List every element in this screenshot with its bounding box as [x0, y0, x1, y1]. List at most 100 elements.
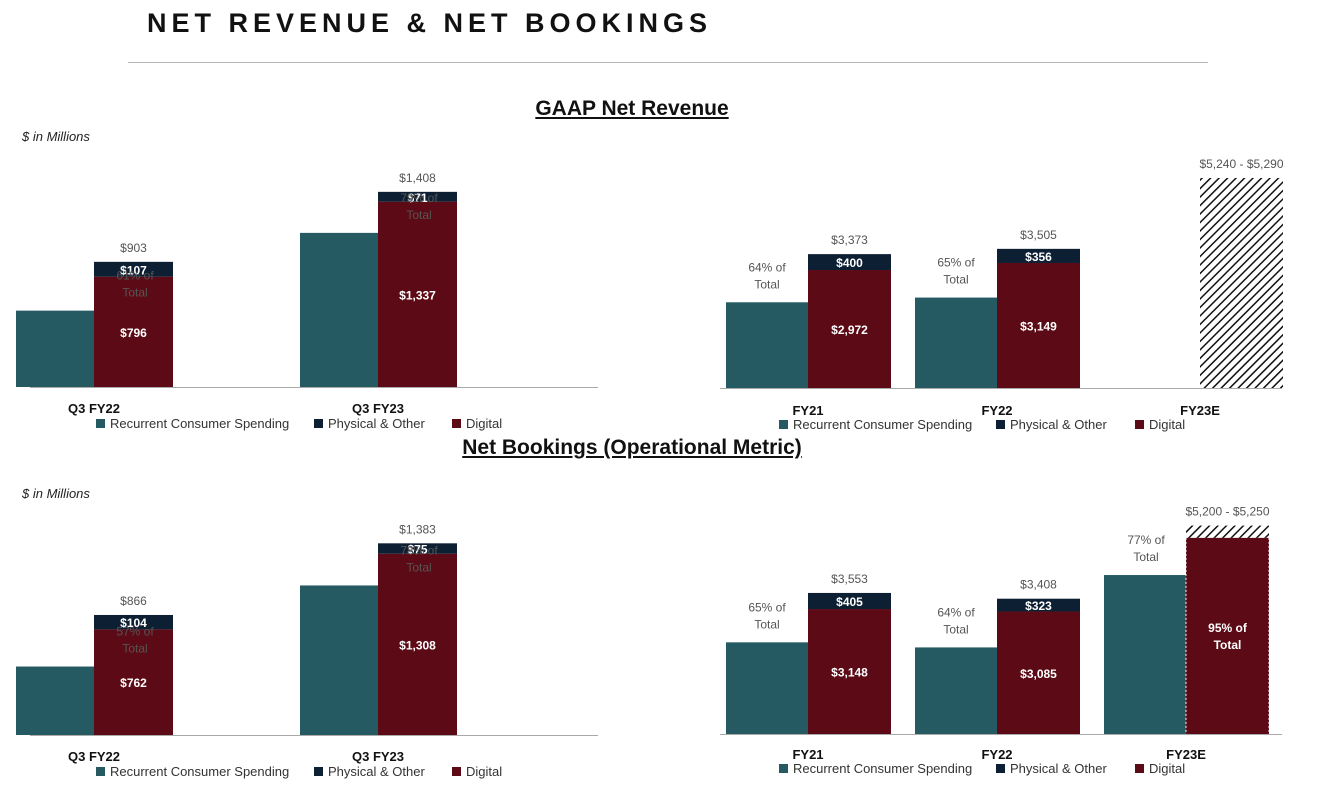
category-label: FY22 — [981, 747, 1012, 762]
recurrent-bar — [915, 297, 997, 388]
physical-bar — [808, 592, 891, 610]
digital-bar — [997, 611, 1080, 734]
recurrent-bar — [1104, 575, 1186, 734]
recurrent-share-label: 79% of — [400, 191, 438, 205]
physical-value-label: $104 — [120, 616, 147, 630]
total-label: $1,383 — [399, 522, 436, 536]
page-title: NET REVENUE & NET BOOKINGS — [147, 8, 713, 38]
digital-value-label: $1,308 — [399, 638, 436, 652]
total-label: $5,200 - $5,250 — [1185, 505, 1269, 519]
bookings-quarterly-chart: $762 $104 $866 57% of Total Q3 FY22 $1,308 $75 $… — [16, 522, 598, 779]
category-label: FY23E — [1180, 403, 1220, 418]
digital-share-label: 95% of — [1208, 621, 1248, 635]
digital-bar — [94, 276, 173, 387]
physical-value-label: $400 — [836, 256, 863, 270]
digital-value-label: $762 — [120, 676, 147, 690]
digital-bar — [94, 629, 173, 735]
legend-swatch — [314, 767, 323, 776]
digital-value-label: $3,148 — [831, 666, 868, 680]
recurrent-share-label: Total — [943, 273, 968, 287]
total-label: $3,553 — [831, 572, 868, 586]
legend-label: Recurrent Consumer Spending — [793, 761, 972, 776]
category-label: Q3 FY23 — [352, 749, 404, 764]
total-label: $866 — [120, 594, 147, 608]
digital-value-label: $3,085 — [1020, 667, 1057, 681]
recurrent-share-label: Total — [943, 622, 968, 636]
outlook-range-bar — [1186, 525, 1269, 538]
recurrent-share-label: Total — [406, 560, 431, 574]
digital-bar — [378, 201, 457, 387]
legend-label: Physical & Other — [1010, 417, 1107, 432]
revenue-annual-chart: $2,972 $400 $3,373 64% of Total FY21 $3,149 $35… — [720, 157, 1284, 432]
recurrent-share-label: 77% of — [1127, 533, 1165, 547]
recurrent-share-label: Total — [122, 642, 147, 656]
legend-label: Digital — [466, 416, 502, 431]
physical-bar — [378, 543, 457, 554]
physical-bar — [808, 254, 891, 271]
total-label: $3,373 — [831, 233, 868, 247]
title-divider — [128, 62, 1208, 63]
recurrent-bar — [726, 642, 808, 734]
digital-bar — [1186, 537, 1269, 734]
total-label: $5,240 - $5,290 — [1199, 157, 1283, 171]
legend-label: Recurrent Consumer Spending — [793, 417, 972, 432]
recurrent-share-label: Total — [754, 617, 779, 631]
physical-bar — [94, 261, 173, 277]
physical-bar — [94, 614, 173, 630]
recurrent-bar — [300, 585, 378, 735]
digital-bar — [997, 262, 1080, 388]
units-note-revenue: $ in Millions — [22, 129, 90, 144]
legend-swatch — [314, 419, 323, 428]
recurrent-share-label: 65% of — [748, 600, 786, 614]
section-title-revenue: GAAP Net Revenue — [535, 97, 729, 120]
outlook-range-bar — [1200, 177, 1283, 388]
legend-swatch — [1135, 420, 1144, 429]
physical-bar — [378, 191, 457, 202]
recurrent-share-label: Total — [406, 208, 431, 222]
recurrent-share-label: Total — [1133, 550, 1158, 564]
category-label: Q3 FY22 — [68, 401, 120, 416]
physical-value-label: $323 — [1025, 599, 1052, 613]
legend-label: Digital — [466, 764, 502, 779]
recurrent-bar — [726, 302, 808, 388]
category-label: FY21 — [792, 403, 823, 418]
recurrent-bar — [16, 666, 94, 735]
digital-bar — [808, 609, 891, 734]
legend-label: Digital — [1149, 417, 1185, 432]
legend-swatch — [96, 767, 105, 776]
digital-bar — [808, 270, 891, 388]
physical-bar — [997, 248, 1080, 263]
recurrent-bar — [16, 310, 94, 387]
total-label: $1,408 — [399, 171, 436, 185]
legend-label: Recurrent Consumer Spending — [110, 416, 289, 431]
legend-swatch — [96, 419, 105, 428]
legend-label: Physical & Other — [328, 764, 425, 779]
legend-swatch — [779, 764, 788, 773]
category-label: Q3 FY23 — [352, 401, 404, 416]
legend-swatch — [452, 767, 461, 776]
legend-swatch — [452, 419, 461, 428]
bookings-annual-chart: $3,148 $405 $3,553 65% of Total FY21 $3,085 $32… — [720, 505, 1282, 776]
recurrent-share-label: 64% of — [937, 605, 975, 619]
revenue-quarterly-chart: $796 $107 $903 61% of Total Q3 FY22 $1,337 $71 $… — [16, 171, 598, 431]
recurrent-share-label: 57% of — [116, 625, 154, 639]
total-label: $3,408 — [1020, 578, 1057, 592]
physical-value-label: $75 — [407, 543, 427, 557]
legend-label: Physical & Other — [1010, 761, 1107, 776]
category-label: FY21 — [792, 747, 823, 762]
digital-value-label: $1,337 — [399, 288, 436, 302]
legend-label: Recurrent Consumer Spending — [110, 764, 289, 779]
category-label: Q3 FY22 — [68, 749, 120, 764]
physical-value-label: $356 — [1025, 250, 1052, 264]
legend-swatch — [779, 420, 788, 429]
legend-label: Physical & Other — [328, 416, 425, 431]
digital-value-label: $2,972 — [831, 323, 868, 337]
recurrent-share-label: 64% of — [748, 260, 786, 274]
section-title-bookings: Net Bookings (Operational Metric) — [462, 436, 802, 459]
total-label: $903 — [120, 241, 147, 255]
units-note-bookings: $ in Millions — [22, 486, 90, 501]
digital-share-label: Total — [1214, 638, 1242, 652]
digital-bar — [378, 553, 457, 735]
legend-label: Digital — [1149, 761, 1185, 776]
recurrent-share-label: 78% of — [400, 543, 438, 557]
